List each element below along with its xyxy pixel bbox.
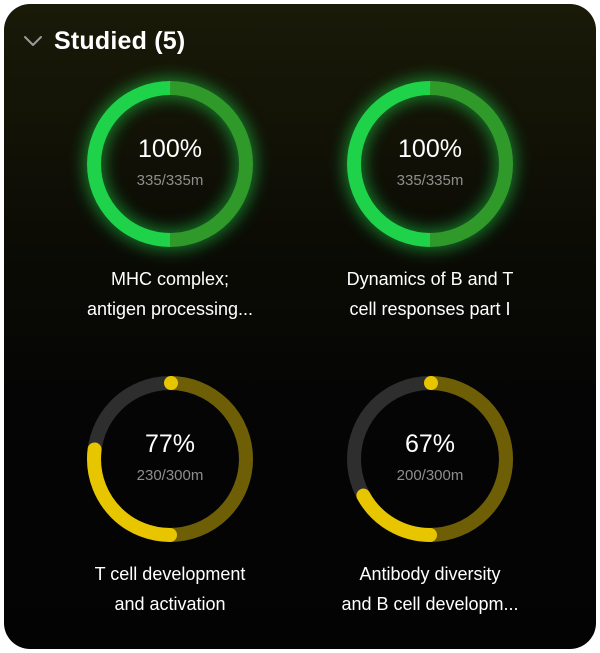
progress-percent: 100% — [398, 135, 462, 163]
study-item-t-cell-development[interactable]: 77% 230/300m T cell development and activ… — [40, 369, 300, 619]
progress-percent: 67% — [404, 430, 456, 458]
progress-ring: 100% 335/335m — [80, 74, 260, 254]
ring-start-cap — [164, 376, 178, 390]
study-item-title: Dynamics of B and T cell responses part … — [346, 269, 514, 319]
section-title: Studied (5) — [54, 26, 186, 55]
progress-ring-graphic — [87, 376, 253, 542]
progress-ring-graphic — [347, 376, 513, 542]
studied-panel: Studied (5) 100% 335/335m MHC complex; an… — [4, 4, 596, 649]
studied-section-header[interactable]: Studied (5) — [22, 24, 185, 58]
study-item-title: Antibody diversity and B cell developm..… — [341, 564, 519, 614]
progress-percent: 100% — [138, 135, 202, 163]
progress-ring: 67% 200/300m — [340, 369, 520, 549]
study-item-mhc-complex[interactable]: 100% 335/335m MHC complex; antigen proces… — [40, 74, 300, 324]
ring-center: 100% 335/335m — [80, 74, 260, 254]
ring-center: 77% 230/300m — [80, 369, 260, 549]
chevron-down-icon — [22, 30, 44, 52]
ring-progress-arc — [87, 376, 253, 542]
progress-minutes: 200/300m — [396, 467, 464, 484]
ring-progress-arc — [87, 81, 253, 247]
study-item-b-t-cell-dynamics[interactable]: 100% 335/335m Dynamics of B and T cell re… — [300, 74, 560, 324]
study-item-antibody-diversity[interactable]: 67% 200/300m Antibody diversity and B cel… — [300, 369, 560, 619]
study-item-title: MHC complex; antigen processing... — [86, 269, 254, 319]
progress-ring-graphic — [84, 78, 256, 250]
ring-center: 100% 335/335m — [340, 74, 520, 254]
progress-minutes: 335/335m — [396, 172, 464, 189]
progress-ring: 100% 335/335m — [340, 74, 520, 254]
study-item-title: T cell development and activation — [94, 564, 246, 614]
progress-minutes: 335/335m — [136, 172, 204, 189]
ring-progress-arc — [347, 376, 513, 542]
progress-ring-graphic — [344, 78, 516, 250]
progress-minutes: 230/300m — [136, 467, 204, 484]
progress-percent: 77% — [144, 430, 196, 458]
ring-start-cap — [424, 376, 438, 390]
ring-progress-arc — [347, 81, 513, 247]
progress-ring: 77% 230/300m — [80, 369, 260, 549]
ring-center: 67% 200/300m — [340, 369, 520, 549]
